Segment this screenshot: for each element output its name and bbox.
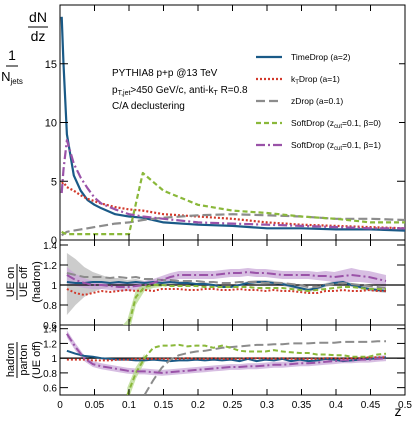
- annotation-ptjet: pT,jet>450 GeV/c, anti-kT R=0.8: [112, 85, 248, 97]
- x-tick-label: 0.45: [361, 400, 381, 411]
- bottom-y-label: hadron parton (UE off): [5, 341, 43, 379]
- middle-y-suffix: (hadron): [31, 261, 43, 303]
- middle-y-den: UE off: [18, 266, 30, 297]
- middle-ytick-label: 0.6: [43, 321, 57, 332]
- top-ytick-label: 0: [51, 235, 57, 247]
- middle-ytick-label: 1.4: [43, 241, 57, 252]
- x-tick-label: 0.2: [191, 400, 205, 411]
- middle-ytick-label: 1.2: [43, 261, 57, 272]
- bottom-ytick-label: 1: [51, 354, 57, 365]
- top-series-4: [60, 139, 405, 230]
- legend-entry-softdrop-beta1: SoftDrop (zcut=0.1, β=1): [291, 140, 381, 152]
- middle-y-num: UE on: [5, 267, 17, 298]
- top-series-1: [61, 181, 405, 230]
- middle-series-4: [66, 271, 387, 288]
- annotation-pythia: PYTHIA8 p+p @13 TeV: [112, 68, 218, 79]
- y-label-dz: dz: [31, 28, 46, 44]
- bottom-ytick-label: 1.4: [43, 325, 57, 336]
- legend-entry-timedrop: TimeDrop (a=2): [291, 52, 351, 62]
- legend-entry-softdrop-beta0: SoftDrop (zcut=0.1, β=0): [291, 118, 381, 130]
- bottom-series-4: [66, 333, 387, 374]
- bottom-ytick-label: 0.6: [43, 384, 57, 395]
- x-tick-label: 0.4: [329, 400, 343, 411]
- middle-ytick-label: 0.8: [43, 301, 57, 312]
- x-tick-label: 0.15: [154, 400, 174, 411]
- bottom-y-suffix: (UE off): [31, 341, 43, 379]
- bottom-band-0: [66, 330, 387, 376]
- x-axis: 0 0.05 0.1 0.15 0.2 0.25 0.3 0.35 0.4 0.45 0.5: [57, 5, 412, 411]
- legend-entry-ktdrop: kTDrop (a=1): [291, 74, 340, 86]
- y-label-one: 1: [8, 47, 16, 63]
- x-axis-label: z: [395, 403, 402, 419]
- uncertainty-bands: [66, 253, 387, 395]
- middle-series-2: [66, 272, 387, 289]
- bottom-ytick-label: 0.8: [43, 369, 57, 380]
- x-tick-label: 0.3: [260, 400, 274, 411]
- middle-series-3: [127, 284, 386, 325]
- annotation-block: PYTHIA8 p+p @13 TeV pT,jet>450 GeV/c, an…: [112, 68, 248, 112]
- top-series-0: [60, 16, 405, 232]
- top-y-label: 1 Njets dN dz: [1, 9, 48, 86]
- top-ytick-label: 15: [45, 59, 57, 71]
- bottom-ytick-label: 1.2: [43, 339, 57, 350]
- bottom-y-den: parton: [18, 344, 30, 375]
- x-tick-label: 0.5: [398, 400, 412, 411]
- annotation-declustering: C/A declustering: [112, 101, 185, 112]
- legend-entry-zdrop: zDrop (a=0.1): [291, 96, 343, 106]
- bottom-y-num: hadron: [5, 343, 17, 377]
- legend: TimeDrop (a=2) kTDrop (a=1) zDrop (a=0.1…: [251, 42, 399, 162]
- top-ytick-label: 10: [45, 118, 57, 130]
- bottom-series-2: [143, 340, 386, 395]
- y-label-dn: dN: [29, 9, 47, 25]
- top-series-2: [61, 213, 405, 237]
- bottom-series-1: [66, 356, 386, 362]
- x-tick-label: 0.25: [223, 400, 243, 411]
- middle-band-2: [123, 282, 162, 325]
- series-lines: [60, 16, 405, 395]
- x-tick-label: 0: [57, 400, 63, 411]
- middle-ytick-label: 1: [51, 281, 57, 292]
- x-tick-label: 0.05: [85, 400, 105, 411]
- middle-series-1: [66, 288, 386, 296]
- x-tick-label: 0.1: [122, 400, 136, 411]
- top-ytick-label: 5: [51, 176, 57, 188]
- x-tick-label: 0.35: [292, 400, 312, 411]
- y-label-njets: Njets: [1, 69, 23, 86]
- middle-y-label: UE on UE off (hadron): [5, 261, 43, 303]
